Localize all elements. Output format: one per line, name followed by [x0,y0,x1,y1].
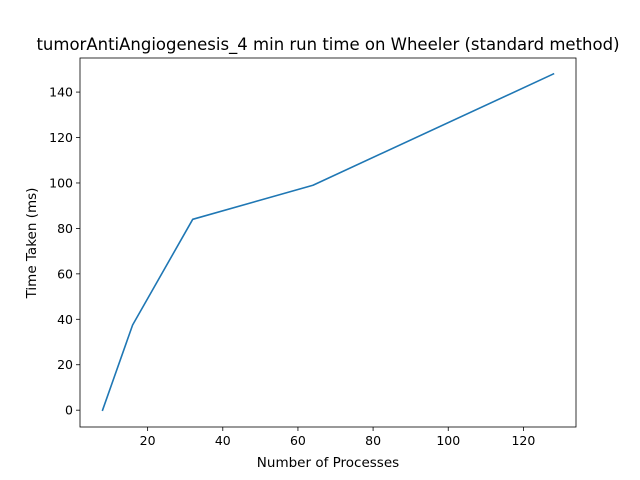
plot-area: 20 40 60 80 100 120 0 20 40 60 80 100 120 140 [49,57,577,448]
y-tick-label: 140 [49,85,73,100]
series-line-0 [101,72,555,412]
x-tick-label: 40 [215,433,231,448]
y-axis-label: Time Taken (ms) [24,188,40,300]
y-tick-label: 20 [57,357,73,372]
x-tick-label: 120 [511,433,535,448]
x-tick-label: 80 [365,433,381,448]
y-tick-label: 40 [57,312,73,327]
y-tick-label: 0 [65,403,73,418]
y-tick-label: 60 [57,266,73,281]
y-tick-label: 120 [49,130,73,145]
y-tick-label: 100 [49,175,73,190]
x-axis-ticks: 20 40 60 80 100 120 [140,427,535,448]
x-tick-label: 20 [140,433,156,448]
series-layer [101,72,555,412]
x-tick-label: 60 [290,433,306,448]
chart-title: tumorAntiAngiogenesis_4 min run time on … [36,35,619,55]
axes-frame [79,57,577,428]
x-tick-label: 100 [436,433,460,448]
y-tick-label: 80 [57,221,73,236]
y-axis-ticks: 0 20 40 60 80 100 120 140 [49,85,80,418]
x-axis-label: Number of Processes [257,455,399,471]
